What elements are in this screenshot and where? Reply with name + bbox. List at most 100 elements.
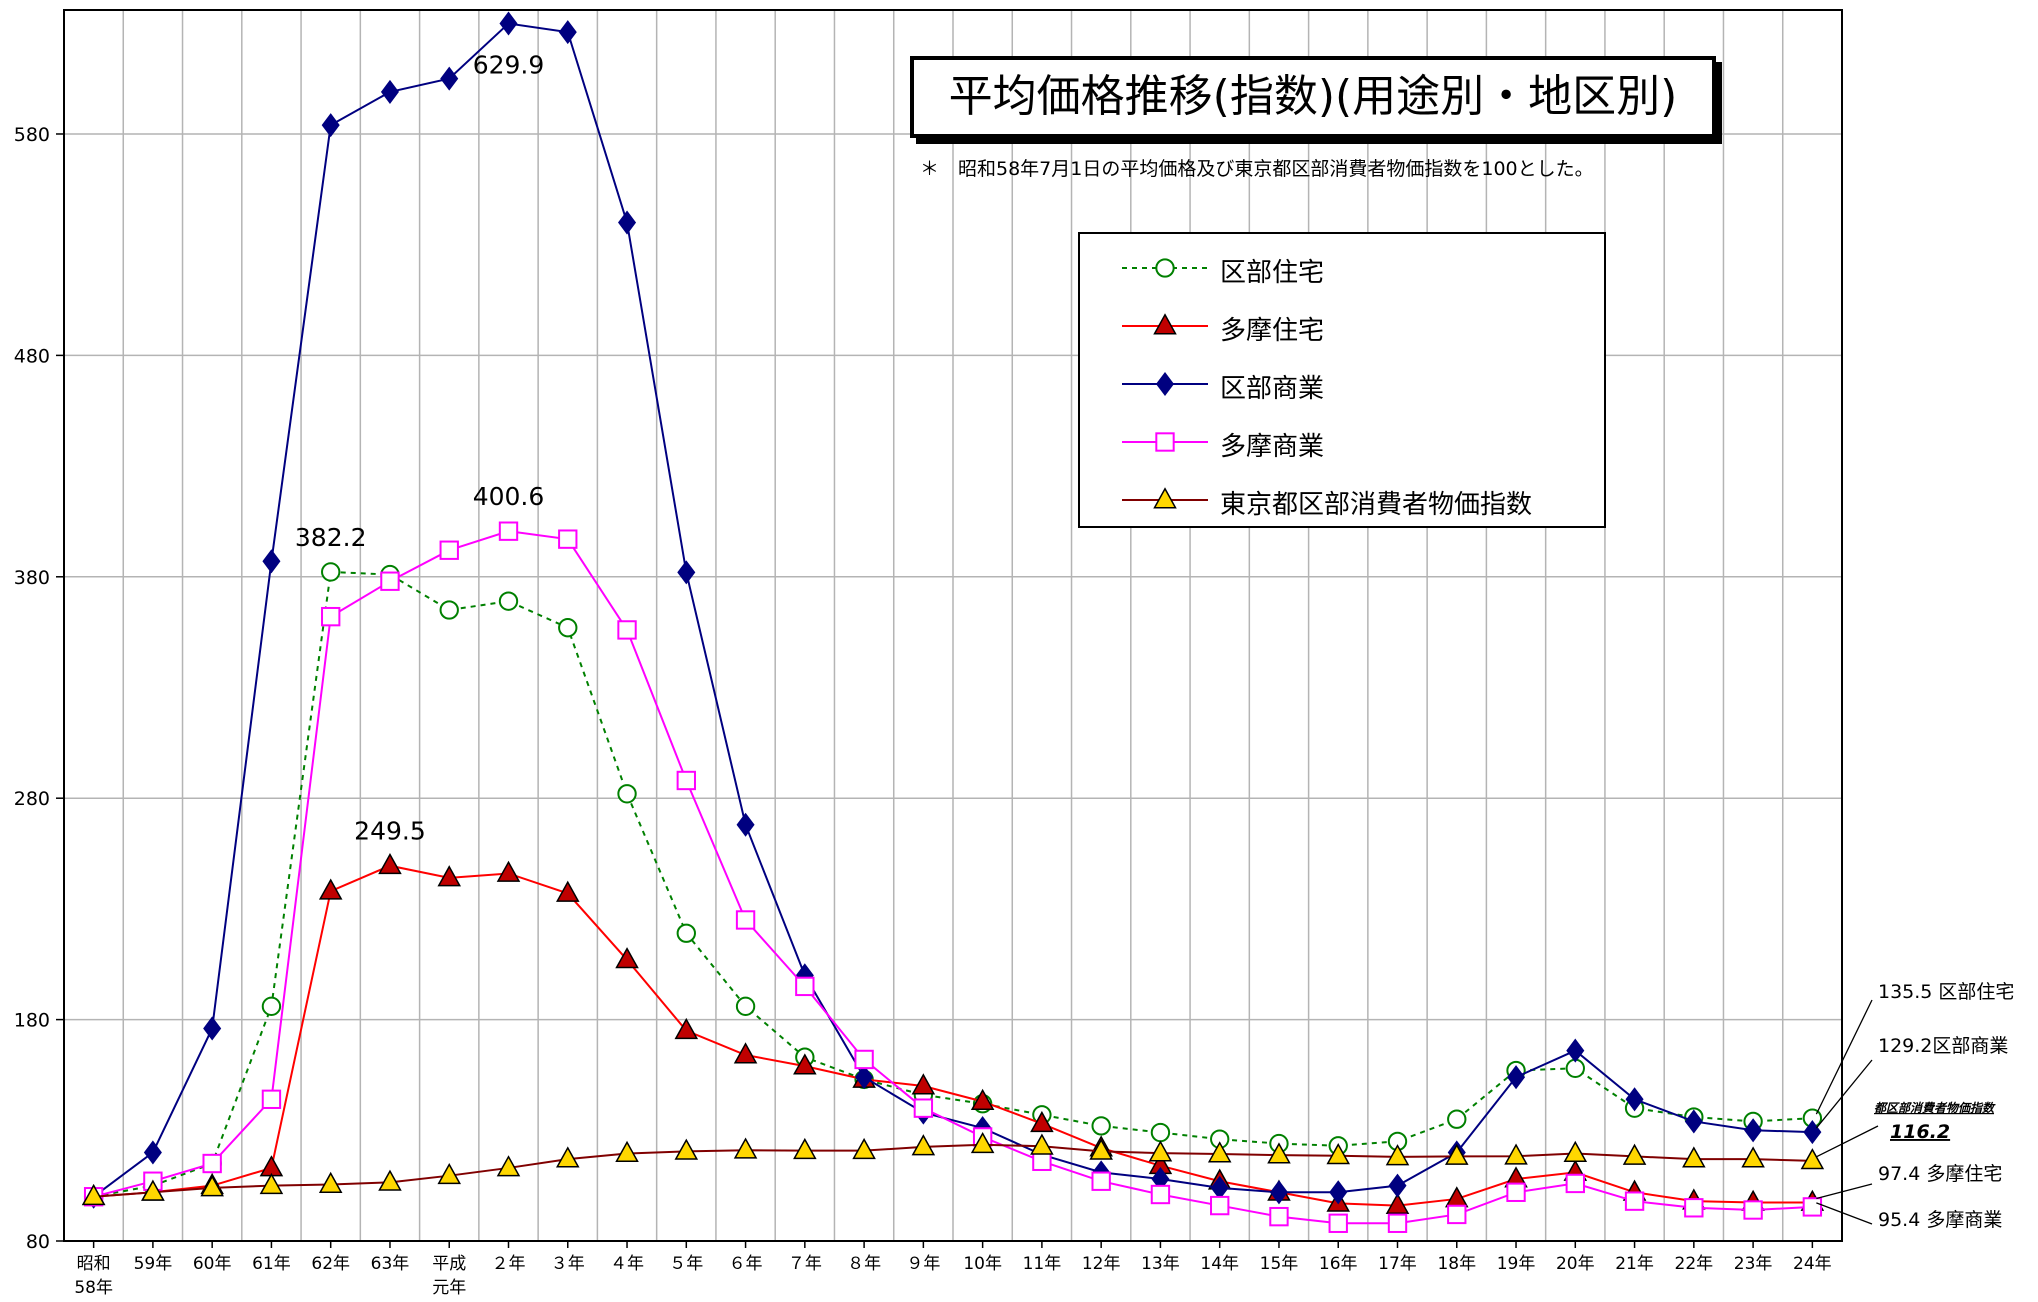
data-point-marker	[1030, 1110, 1054, 1133]
x-tick-label: 平成	[432, 1254, 466, 1274]
end-label: 都区部消費者物価指数	[1874, 1101, 1996, 1115]
data-point-marker	[852, 1137, 876, 1160]
legend-swatch	[1122, 258, 1208, 278]
grid-lines	[64, 10, 1842, 1241]
data-point-marker	[1800, 1148, 1825, 1170]
data-point-marker	[1207, 1141, 1232, 1163]
data-point-marker	[1153, 313, 1177, 335]
legend-swatch	[1122, 487, 1208, 509]
legend-swatch	[1122, 313, 1208, 335]
y-tick-label: 580	[14, 124, 50, 146]
data-point-marker	[854, 1049, 874, 1070]
y-tick-label: 180	[14, 1010, 50, 1032]
data-point-marker	[1802, 1197, 1823, 1217]
legend-swatch	[1122, 371, 1208, 397]
data-point-marker	[378, 852, 402, 875]
data-point-marker	[1089, 1138, 1113, 1160]
data-point-marker	[617, 784, 637, 804]
data-point-marker	[1622, 1143, 1647, 1165]
data-point-marker	[318, 1171, 343, 1193]
x-tick-label: 59年	[134, 1254, 173, 1274]
data-point-marker	[141, 1179, 165, 1201]
x-tick-label: 元年	[432, 1278, 466, 1298]
x-tick-label: ８年	[847, 1254, 881, 1274]
legend-label: 多摩商業	[1220, 432, 1325, 462]
y-tick-labels: 80 180 280 380 480 580	[14, 124, 50, 1253]
x-tick-label: 63年	[371, 1254, 410, 1274]
x-tick-label: 14年	[1200, 1254, 1239, 1274]
data-point-marker	[1210, 1195, 1230, 1216]
data-point-marker	[378, 1169, 402, 1191]
data-point-marker	[437, 865, 462, 887]
series-line	[93, 22, 1813, 1198]
x-tick-label: 19年	[1497, 1254, 1536, 1274]
data-point-marker	[1447, 1204, 1467, 1225]
data-point-marker	[1091, 1116, 1111, 1136]
end-label-leader	[1815, 1059, 1873, 1129]
x-tick-label: 18年	[1437, 1254, 1476, 1274]
data-point-marker	[617, 620, 637, 640]
data-point-marker	[498, 591, 519, 611]
legend: 区部住宅 多摩住宅 区部商業 多摩商業 東京都区部消費者物価指数	[1078, 232, 1606, 528]
data-point-marker	[1329, 1180, 1348, 1205]
data-point-marker	[558, 20, 577, 45]
data-point-marker	[1155, 432, 1175, 452]
data-point-marker	[1032, 1151, 1052, 1171]
end-label-leader	[1815, 999, 1873, 1115]
data-point-marker	[1504, 1143, 1528, 1165]
data-point-marker	[1444, 1143, 1469, 1165]
legend-label: 区部住宅	[1220, 258, 1325, 288]
data-point-marker	[1385, 1192, 1410, 1215]
data-point-marker	[1148, 1140, 1173, 1162]
data-point-marker	[733, 1042, 758, 1064]
data-point-marker	[321, 113, 340, 138]
end-label-leader	[1816, 1202, 1873, 1225]
data-point-marker	[1091, 1171, 1111, 1191]
data-point-marker	[970, 1088, 995, 1110]
data-point-marker	[735, 910, 756, 930]
x-tick-label: 11年	[1023, 1254, 1062, 1274]
data-point-marker	[1682, 1146, 1706, 1168]
data-point-marker	[736, 812, 755, 837]
end-label: 135.5 区部住宅	[1878, 981, 2014, 1003]
data-point-marker	[615, 1140, 639, 1162]
data-point-marker	[496, 1155, 521, 1177]
x-tick-label: 60年	[193, 1254, 232, 1274]
data-point-marker	[1563, 1140, 1588, 1162]
data-point-marker	[1507, 1065, 1526, 1090]
x-tick-label: ４年	[610, 1254, 644, 1274]
data-point-marker	[913, 1098, 934, 1118]
data-point-marker	[1269, 1180, 1288, 1205]
x-tick-label: 13年	[1141, 1254, 1180, 1274]
x-tick-label: ９年	[906, 1254, 940, 1274]
axes	[56, 9, 1843, 1248]
data-point-marker	[793, 1053, 817, 1075]
data-point-marker	[1030, 1133, 1054, 1155]
data-point-marker	[1155, 371, 1175, 397]
data-point-marker	[496, 860, 521, 882]
peak-label: 400.6	[473, 482, 545, 511]
data-point-marker	[1506, 1182, 1526, 1202]
data-point-marker	[1743, 1200, 1763, 1220]
y-tick-label: 380	[14, 567, 50, 589]
data-point-marker	[1155, 258, 1175, 278]
data-point-marker	[795, 976, 815, 997]
x-tick-label: ３年	[551, 1254, 585, 1274]
data-point-marker	[261, 1089, 282, 1109]
data-point-marker	[911, 1073, 936, 1095]
data-point-marker	[1387, 1213, 1408, 1233]
peak-label: 249.5	[354, 817, 426, 846]
data-point-marker	[1328, 1213, 1348, 1233]
data-point-marker	[1566, 1038, 1585, 1063]
end-label: 95.4 多摩商業	[1878, 1209, 2002, 1231]
data-point-marker	[555, 880, 580, 902]
x-tick-label: 58年	[74, 1278, 113, 1298]
data-point-marker	[499, 11, 518, 36]
data-point-marker	[558, 618, 578, 638]
data-point-marker	[674, 1138, 699, 1160]
legend-label: 区部商業	[1220, 374, 1325, 404]
x-tick-label: 15年	[1260, 1254, 1299, 1274]
data-point-marker	[618, 210, 637, 235]
